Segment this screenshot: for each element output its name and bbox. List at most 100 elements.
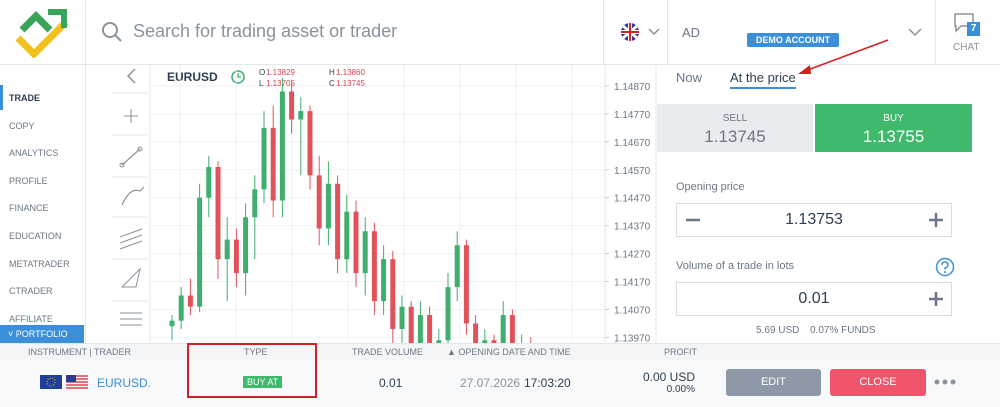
annotation-arrow: [798, 39, 889, 74]
y-tick-label: 1.14470: [614, 194, 651, 205]
opening-price-label: Opening price: [676, 181, 745, 193]
opening-price-value[interactable]: 1.13753: [785, 211, 843, 228]
sidebar-item[interactable]: ANALYTICS: [9, 148, 59, 159]
close-button[interactable]: CLOSE: [830, 369, 926, 396]
profit: 0.00 USD: [642, 370, 695, 384]
sidebar-item[interactable]: PROFILE: [9, 175, 48, 186]
account-chevron[interactable]: [907, 26, 923, 38]
candle-body: [463, 245, 469, 324]
column-header[interactable]: ▲ OPENING DATE AND TIME: [447, 347, 571, 357]
y-tick-label: 1.14770: [614, 110, 651, 121]
candle-body: [454, 245, 460, 288]
decrease-button[interactable]: [684, 211, 702, 229]
y-tick-label: 1.13970: [614, 333, 651, 343]
candle-body: [427, 315, 433, 343]
candle-body: [362, 231, 368, 274]
ohlc-key: O: [259, 68, 265, 77]
search-icon[interactable]: [101, 21, 123, 43]
edit-button[interactable]: EDIT: [726, 369, 821, 396]
candle-body: [353, 211, 359, 274]
column-header: TYPE: [244, 347, 268, 357]
divider: [85, 0, 86, 64]
candle-body: [371, 231, 377, 302]
portfolio-label[interactable]: PORTFOLIO: [15, 329, 68, 339]
opening-price-input[interactable]: [676, 203, 952, 237]
y-tick-label: 1.14670: [614, 138, 651, 149]
y-tick-label: 1.14270: [614, 250, 651, 261]
instrument[interactable]: EURUSD.: [97, 376, 152, 390]
candle-body: [298, 111, 304, 120]
portfolio-tab[interactable]: ˅ PORTFOLIO: [0, 325, 84, 343]
divider: [667, 0, 668, 64]
volume-input[interactable]: [676, 282, 952, 316]
buy-price[interactable]: 1.13755: [862, 127, 925, 146]
candle-body: [270, 127, 276, 201]
positions-header: [0, 343, 1000, 360]
more-button[interactable]: [934, 377, 958, 387]
chart-tools: [112, 65, 151, 343]
tab-now[interactable]: Now: [676, 70, 703, 85]
chart-symbol: EURUSD: [167, 70, 218, 84]
profit-percent: 0.00%: [666, 384, 695, 395]
trade-volume: 0.01: [379, 376, 403, 390]
candle-body: [417, 315, 423, 343]
timeframe-icon[interactable]: [231, 70, 245, 84]
sidebar-item[interactable]: AFFILIATE: [9, 313, 53, 324]
ohlc-value: 1.13829: [266, 68, 295, 77]
candle-body: [509, 315, 515, 343]
candle-body: [215, 166, 221, 260]
candle-body: [252, 189, 258, 218]
candle-body: [445, 287, 451, 341]
funds-amount: 5.69 USD: [756, 325, 800, 336]
demo-badge: DEMO ACCOUNT: [747, 33, 839, 47]
sidebar-item[interactable]: CTRADER: [9, 286, 53, 297]
sidebar-item[interactable]: COPY: [9, 120, 35, 131]
ohlc-key: C: [329, 79, 335, 88]
candle-body: [399, 306, 405, 330]
help-icon[interactable]: [935, 257, 955, 277]
candle-body: [500, 315, 506, 343]
price-chart: EURUSD 1.14870 1.14770 1.14670 1.14570 1.144…: [151, 65, 657, 343]
top-bar: [0, 0, 1000, 65]
divider: [935, 0, 936, 64]
column-header: PROFIT: [664, 347, 697, 357]
candle-body: [197, 197, 203, 307]
candle-body: [335, 183, 341, 260]
buy-button[interactable]: [815, 104, 972, 152]
sell-label[interactable]: SELL: [722, 113, 748, 124]
candle-body: [279, 91, 285, 201]
increase-button[interactable]: [927, 290, 945, 308]
y-tick-label: 1.14870: [614, 82, 651, 93]
sell-price[interactable]: 1.13745: [704, 127, 766, 146]
sidebar-item[interactable]: METATRADER: [9, 258, 70, 269]
candles: [169, 77, 532, 343]
tab-at-price[interactable]: At the price: [730, 70, 796, 89]
candle-body: [187, 295, 193, 307]
candle-body: [436, 340, 442, 343]
active-indicator: [0, 85, 3, 110]
candle-body: [316, 175, 322, 229]
divider: [603, 0, 604, 64]
candle-body: [325, 183, 331, 229]
sidebar-item[interactable]: TRADE: [9, 93, 40, 103]
candle-body: [307, 111, 313, 176]
sell-button[interactable]: [657, 104, 813, 152]
language-select[interactable]: [620, 21, 664, 43]
increase-button[interactable]: [927, 211, 945, 229]
candle-body: [408, 306, 414, 343]
open-time: 17:03:20: [524, 376, 571, 390]
chat-label[interactable]: CHAT: [953, 42, 980, 53]
y-tick-label: 1.14070: [614, 305, 651, 316]
candle-body: [169, 320, 175, 327]
ohlc-value: 1.13745: [336, 79, 365, 88]
chat-icon[interactable]: [953, 12, 983, 38]
volume-value[interactable]: 0.01: [798, 290, 830, 307]
sidebar-item[interactable]: FINANCE: [9, 203, 49, 214]
search-input[interactable]: Search for trading asset or trader: [133, 21, 398, 41]
sidebar-item[interactable]: EDUCATION: [9, 231, 62, 241]
candle-body: [289, 91, 295, 120]
candle-body: [381, 259, 387, 302]
buy-label[interactable]: BUY: [883, 113, 904, 124]
account-name[interactable]: AD: [682, 25, 701, 40]
